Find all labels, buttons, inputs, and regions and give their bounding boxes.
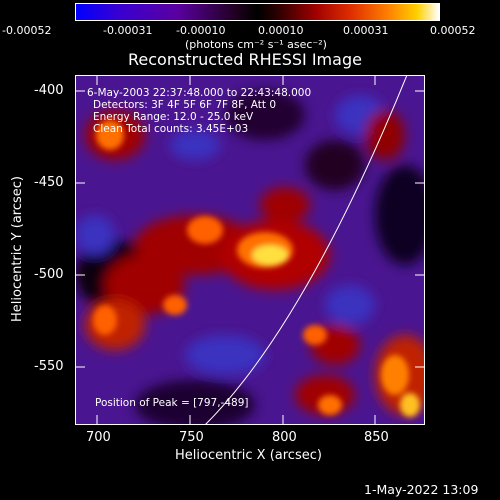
colorbar-tick: 0.00052 [430,24,476,37]
image-panel: 6-May-2003 22:37:48.000 to 22:43:48.000 … [75,75,425,425]
x-axis-title: Heliocentric X (arcsec) [175,448,322,463]
x-tick-label: 800 [272,430,297,445]
colorbar [75,3,440,21]
y-tick-label: -400 [34,83,64,98]
colorbar-tick: -0.00010 [176,24,226,37]
peak-position-label: Position of Peak = [797,-489] [95,397,249,409]
rhessi-image [75,75,425,425]
image-title: Reconstructed RHESSI Image [128,50,362,69]
y-axis-title: Heliocentric Y (arcsec) [10,176,25,322]
colorbar-units: (photons cm⁻² s⁻¹ asec⁻²) [185,38,327,51]
info-line: Clean Total counts: 3.45E+03 [93,123,249,135]
info-line: Energy Range: 12.0 - 25.0 keV [93,111,254,123]
y-tick-label: -500 [34,267,64,282]
x-tick-label: 750 [179,430,204,445]
y-tick-label: -550 [34,359,64,374]
colorbar-tick: 0.00010 [258,24,304,37]
info-line: 6-May-2003 22:37:48.000 to 22:43:48.000 [87,87,312,99]
info-line: Detectors: 3F 4F 5F 6F 7F 8F, Att 0 [93,99,277,111]
y-tick-label: -450 [34,175,64,190]
image-frame [75,75,425,425]
x-tick-label: 850 [364,430,389,445]
colorbar-tick: -0.00052 [2,24,52,37]
colorbar-tick: 0.00031 [343,24,389,37]
footer-timestamp: 1-May-2022 13:09 [364,482,479,497]
colorbar-tick: -0.00031 [103,24,153,37]
x-tick-label: 700 [86,430,111,445]
